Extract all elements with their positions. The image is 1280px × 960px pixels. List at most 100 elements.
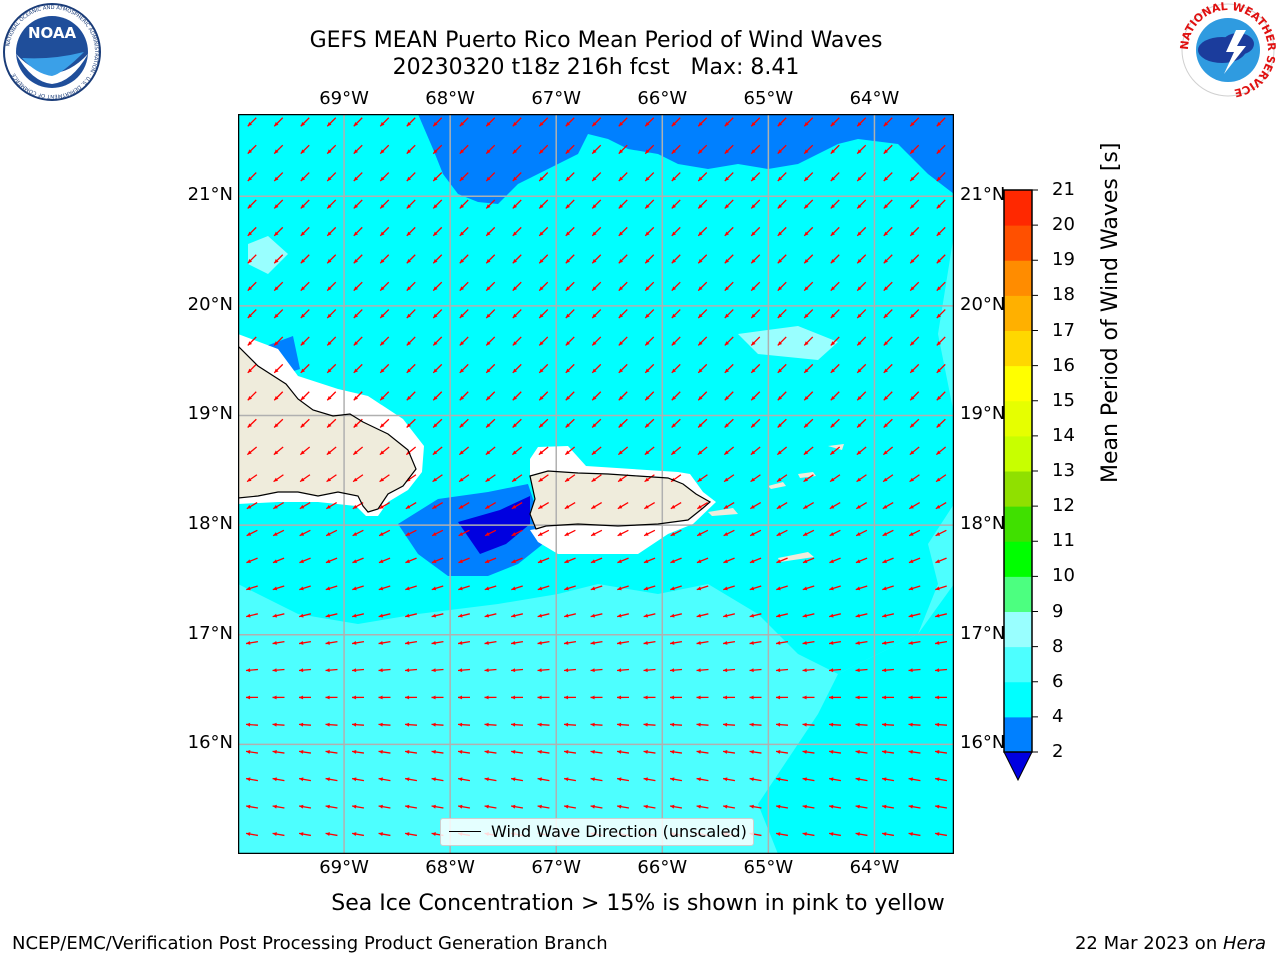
wind-wave-arrow — [590, 640, 603, 645]
wind-wave-arrow — [273, 117, 284, 127]
wind-wave-arrow — [936, 199, 946, 209]
colorbar-segment — [1004, 541, 1032, 577]
wind-wave-arrow — [298, 804, 312, 809]
wind-wave-arrow — [431, 777, 444, 782]
wind-wave-arrow — [856, 391, 867, 401]
wind-wave-arrow — [830, 144, 840, 155]
wind-wave-arrow — [273, 474, 284, 483]
wind-wave-arrow — [696, 804, 709, 809]
wind-wave-arrow — [510, 804, 524, 809]
wind-wave-arrow — [776, 557, 788, 564]
wind-wave-arrow — [777, 144, 787, 155]
wind-wave-arrow — [590, 722, 603, 727]
wind-wave-arrow — [803, 363, 814, 374]
wind-wave-arrow — [617, 474, 629, 483]
wind-wave-arrow — [882, 474, 894, 483]
sea-ice-note: Sea Ice Concentration > 15% is shown in … — [331, 891, 945, 916]
wind-wave-arrow — [775, 722, 789, 727]
wind-wave-arrow — [777, 281, 787, 292]
wind-wave-arrow — [855, 695, 868, 700]
footer-date-text: 22 Mar 2023 on — [1074, 933, 1223, 954]
wind-wave-arrow — [591, 309, 602, 319]
wind-wave-arrow — [750, 391, 761, 401]
wind-wave-arrow — [697, 309, 708, 319]
wind-wave-arrow — [590, 668, 603, 673]
wind-wave-arrow — [644, 446, 655, 456]
wind-wave-arrow — [881, 722, 895, 727]
wind-wave-arrow — [697, 418, 708, 429]
wind-wave-arrow — [273, 501, 284, 510]
colorbar-segment — [1004, 681, 1032, 718]
wind-wave-arrow — [775, 668, 789, 673]
wind-wave-arrow — [431, 640, 444, 645]
wind-wave-arrow — [298, 832, 312, 837]
wind-wave-arrow — [246, 529, 258, 537]
wind-wave-arrow — [775, 695, 789, 700]
wind-wave-arrow — [245, 749, 259, 754]
wind-wave-arrow — [484, 529, 497, 537]
wind-wave-arrow — [908, 695, 921, 700]
wind-wave-arrow — [404, 722, 418, 727]
wind-wave-arrow — [326, 391, 337, 401]
wind-wave-arrow — [724, 226, 734, 237]
wind-wave-arrow — [908, 640, 921, 645]
wind-wave-arrow — [485, 363, 496, 374]
wind-wave-arrow — [326, 309, 337, 319]
wind-wave-arrow — [300, 144, 310, 155]
wind-wave-arrow — [406, 172, 416, 182]
wind-wave-arrow — [616, 668, 630, 673]
wind-wave-arrow — [537, 585, 550, 591]
wind-wave-arrow — [777, 391, 787, 401]
wind-wave-arrow — [326, 336, 337, 346]
wind-wave-arrow — [643, 557, 656, 564]
wind-wave-arrow — [272, 804, 285, 809]
wind-wave-arrow — [881, 749, 895, 754]
wind-wave-arrow — [855, 722, 868, 727]
wind-wave-arrow — [378, 529, 391, 537]
wind-wave-arrow — [353, 391, 363, 401]
wind-wave-arrow — [246, 446, 258, 456]
wind-wave-arrow — [934, 722, 948, 727]
wind-wave-arrow — [485, 281, 496, 292]
wind-wave-arrow — [378, 668, 391, 673]
wind-wave-arrow — [830, 363, 840, 374]
footer-host: Hera — [1222, 933, 1266, 954]
colorbar-segment — [1004, 190, 1032, 226]
wind-wave-arrow — [379, 172, 390, 182]
wind-wave-arrow — [590, 804, 603, 809]
wind-wave-arrow — [591, 501, 602, 510]
wind-wave-arrow — [431, 529, 444, 537]
wind-wave-arrow — [432, 336, 443, 346]
wind-wave-arrow — [272, 749, 285, 754]
wind-wave-arrow — [829, 474, 841, 483]
wind-wave-arrow — [909, 281, 920, 292]
wind-wave-arrow — [511, 529, 523, 537]
wind-wave-arrow — [722, 749, 736, 754]
colorbar-tick-label: 8 — [1052, 635, 1064, 657]
wind-wave-arrow — [643, 695, 656, 700]
colorbar-tick-label: 9 — [1052, 600, 1064, 622]
wind-wave-arrow — [537, 529, 550, 537]
wind-wave-arrow — [298, 722, 312, 727]
wind-wave-arrow — [644, 144, 655, 155]
wind-wave-arrow — [909, 172, 920, 182]
wind-wave-arrow — [247, 199, 257, 209]
wind-wave-arrow — [724, 309, 734, 319]
wind-wave-arrow — [406, 199, 416, 209]
no-data-hispaniola — [238, 334, 424, 516]
wind-wave-arrow — [883, 144, 893, 155]
wind-wave-arrow — [696, 613, 709, 618]
wind-wave-arrow — [247, 172, 257, 182]
colorbar-segment — [1004, 506, 1032, 542]
wind-wave-arrow — [618, 199, 628, 209]
period-4-6-region-east — [758, 584, 954, 854]
wind-wave-arrow — [934, 695, 948, 700]
wind-wave-arrow — [908, 832, 921, 837]
wind-wave-arrow — [565, 117, 575, 127]
lon-label-top: 64°W — [849, 88, 900, 109]
graticule — [238, 114, 954, 854]
wind-wave-arrow — [670, 501, 682, 510]
wind-wave-arrow — [564, 585, 576, 591]
wind-wave-arrow — [883, 363, 893, 374]
wind-wave-arrow — [591, 446, 602, 456]
